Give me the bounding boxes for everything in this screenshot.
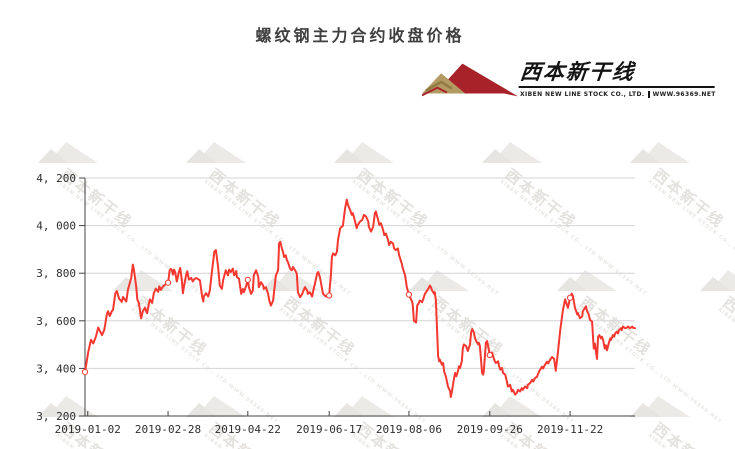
brand-subtitle: XIBEN NEW LINE STOCK CO., LTD. WWW.96369… [520, 91, 716, 98]
data-point-marker [486, 351, 493, 359]
y-axis-label: 4, 200 [36, 172, 76, 185]
y-axis-label: 3, 600 [36, 315, 76, 328]
x-axis-label: 2019-01-02 [55, 423, 121, 436]
x-axis-label: 2019-08-06 [376, 423, 442, 436]
data-point-marker [405, 291, 413, 298]
y-axis-label: 3, 200 [36, 410, 76, 423]
x-axis-label: 2019-06-17 [296, 423, 362, 436]
brand-site: WWW.96369.NET [652, 91, 716, 98]
brand-logo: 西本新干线 XIBEN NEW LINE STOCK CO., LTD. WWW… [421, 60, 718, 104]
y-axis-label: 4, 000 [36, 220, 76, 233]
price-line [84, 198, 636, 398]
x-axis-label: 2019-04-22 [215, 423, 281, 436]
x-axis-label: 2019-11-22 [537, 423, 603, 436]
page-title: 螺纹钢主力合约收盘价格 [255, 26, 465, 45]
y-axis-label: 3, 400 [36, 362, 76, 375]
x-axis-label: 2019-09-26 [457, 423, 523, 436]
data-point-marker [244, 276, 251, 283]
y-axis-label: 3, 800 [36, 267, 76, 280]
data-point-marker [164, 279, 172, 286]
x-axis-label: 2019-02-28 [135, 423, 201, 436]
brand-company: XIBEN NEW LINE STOCK CO., LTD. [520, 91, 645, 98]
data-point-marker [567, 294, 574, 301]
data-point-marker [326, 292, 333, 299]
data-point-marker [81, 368, 89, 376]
brand-divider [647, 91, 650, 98]
brand-text-block: 西本新干线 XIBEN NEW LINE STOCK CO., LTD. WWW… [518, 60, 718, 98]
mountain-logo-icon [421, 60, 518, 104]
